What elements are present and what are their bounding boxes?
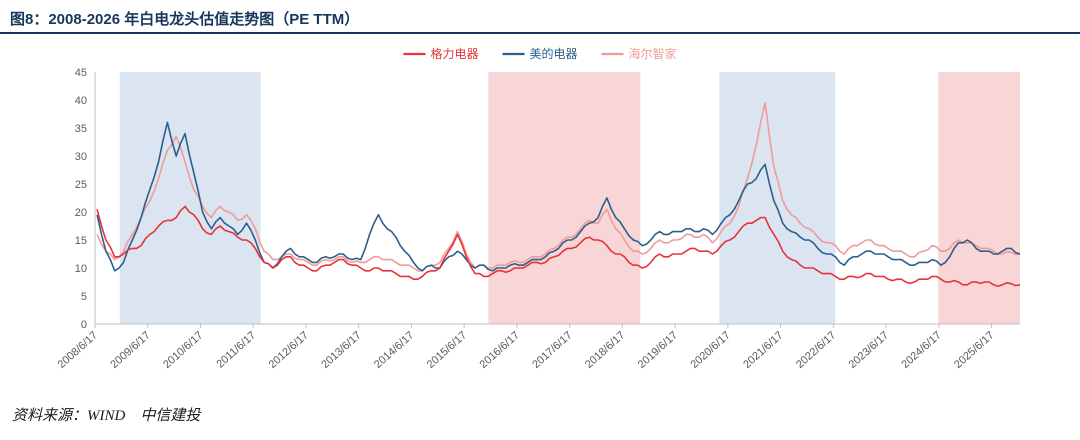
y-tick-label: 30 [75, 151, 87, 163]
x-tick-label: 2012/6/17 [267, 329, 311, 371]
x-tick-label: 2011/6/17 [214, 329, 258, 370]
y-tick-label: 10 [75, 263, 87, 275]
legend-item-1: 美的电器 [502, 46, 578, 61]
source-note: 资料来源：WIND 中信建投 [12, 408, 201, 424]
highlight-band-1 [488, 72, 641, 324]
highlight-band-3 [938, 72, 1020, 324]
x-tick-label: 2015/6/17 [425, 329, 469, 371]
series-line-1 [96, 121, 1021, 272]
x-tick-label: 2008/6/17 [56, 329, 100, 371]
y-tick-label: 0 [81, 319, 87, 331]
highlight-band-0 [119, 72, 261, 324]
legend-label: 格力电器 [430, 46, 478, 61]
title-divider [0, 32, 1080, 34]
x-tick-label: 2010/6/17 [161, 329, 205, 371]
figure-title: 图8：2008-2026 年白电龙头估值走势图（PE TTM） [10, 11, 360, 28]
x-tick-label: 2016/6/17 [478, 329, 522, 371]
legend-label: 美的电器 [529, 46, 577, 61]
x-tick-label: 2009/6/17 [108, 329, 152, 371]
series-line-0 [96, 205, 1021, 287]
legend-item-0: 格力电器 [403, 46, 479, 61]
x-tick-label: 2025/6/17 [952, 329, 996, 371]
y-tick-label: 35 [75, 123, 87, 135]
x-tick-label: 2022/6/17 [794, 329, 838, 371]
x-tick-label: 2024/6/17 [899, 329, 943, 371]
legend-item-2: 海尔智家 [601, 46, 677, 61]
x-tick-label: 2017/6/17 [530, 329, 574, 371]
highlight-band-2 [719, 72, 836, 324]
legend-label: 海尔智家 [628, 46, 676, 61]
x-tick-label: 2021/6/17 [741, 329, 785, 371]
y-tick-label: 25 [75, 179, 87, 191]
x-tick-label: 2014/6/17 [372, 329, 416, 371]
pe-ttm-line-chart: 0 5 10 15 20 25 30 35 40 45 2008/6/17 2009/6/17 2010… [56, 46, 1021, 371]
y-tick-label: 40 [75, 95, 87, 107]
x-tick-label: 2023/6/17 [847, 329, 891, 371]
y-tick-label: 20 [75, 207, 87, 219]
y-tick-label: 5 [81, 291, 87, 303]
x-tick-label: 2018/6/17 [583, 329, 627, 371]
y-tick-label: 45 [75, 67, 87, 79]
x-tick-label: 2020/6/17 [688, 329, 732, 371]
series-line-2 [96, 102, 1021, 272]
legend: 格力电器 美的电器 海尔智家 [403, 46, 677, 61]
y-tick-label: 15 [75, 235, 87, 247]
x-tick-label: 2013/6/17 [319, 329, 363, 371]
x-tick-label: 2019/6/17 [636, 329, 680, 371]
